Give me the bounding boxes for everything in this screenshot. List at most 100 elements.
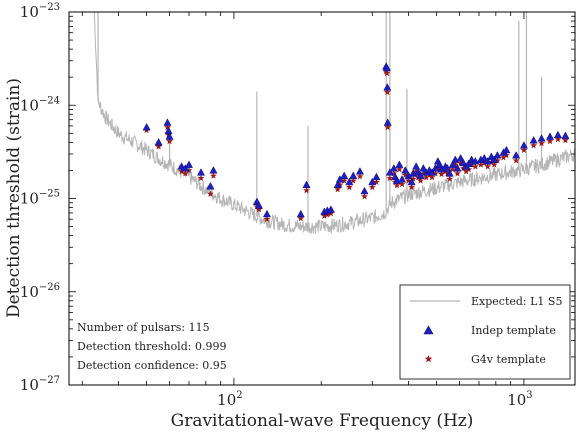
indep-point bbox=[453, 164, 462, 172]
g4v-point bbox=[484, 162, 492, 170]
indep-point bbox=[165, 132, 174, 140]
indep-point bbox=[456, 153, 465, 162]
g4v-point bbox=[422, 173, 430, 181]
g4v-point bbox=[368, 183, 376, 191]
indep-point bbox=[184, 160, 194, 168]
indep-point bbox=[383, 118, 392, 126]
indep-point bbox=[349, 171, 358, 179]
indep-point bbox=[382, 63, 391, 72]
indep-point bbox=[296, 209, 305, 218]
g4v-point bbox=[210, 172, 217, 179]
expected-curve-line bbox=[93, 12, 575, 235]
g4v-point bbox=[546, 137, 554, 145]
g4v-point bbox=[512, 156, 520, 164]
indep-point bbox=[398, 175, 407, 183]
annotation-block: Number of pulsars: 115 Detection thresho… bbox=[77, 321, 227, 372]
indep-point bbox=[561, 131, 570, 139]
g4v-point bbox=[384, 123, 392, 131]
g4v-point bbox=[457, 159, 465, 166]
indep-point bbox=[254, 201, 263, 209]
indep-point bbox=[395, 160, 404, 168]
indep-point bbox=[209, 166, 218, 174]
g4v-point bbox=[490, 161, 498, 168]
indep-point bbox=[355, 167, 364, 175]
y-tick-label: 10−24 bbox=[20, 95, 60, 114]
g4v-point bbox=[538, 139, 545, 147]
legend-label-indep: Indep template bbox=[471, 324, 556, 337]
legend-label-expected: Expected: L1 S5 bbox=[471, 295, 562, 308]
y-tick-label: 10−26 bbox=[20, 282, 60, 301]
g4v-point bbox=[345, 183, 353, 191]
indep-point bbox=[553, 130, 562, 139]
indep-point bbox=[537, 134, 546, 142]
g4v-point bbox=[297, 214, 305, 222]
g4v-point bbox=[408, 183, 416, 191]
plot-area bbox=[93, 12, 575, 235]
g4v-point bbox=[164, 123, 171, 131]
g4v-point bbox=[454, 169, 461, 177]
g4v-point bbox=[356, 172, 364, 180]
g4v-point bbox=[438, 170, 445, 178]
g4v-point bbox=[409, 175, 417, 182]
g4v-point bbox=[263, 215, 271, 223]
g4v-point bbox=[386, 174, 394, 182]
g4v-point bbox=[444, 169, 451, 177]
indep-point bbox=[483, 157, 492, 165]
indep-point bbox=[502, 145, 511, 154]
g4v-point bbox=[520, 146, 528, 154]
annotation-num-pulsars: Number of pulsars: 115 bbox=[77, 321, 210, 334]
g4v-point bbox=[471, 162, 479, 170]
y-tick-label: 10−27 bbox=[20, 375, 60, 394]
indep-point bbox=[490, 155, 499, 163]
g4v-point bbox=[561, 136, 569, 144]
legend-label-g4v: G4v template bbox=[471, 353, 546, 366]
indep-point bbox=[383, 83, 392, 91]
indep-point bbox=[529, 136, 538, 144]
g4v-point bbox=[431, 169, 439, 177]
indep-point bbox=[333, 180, 342, 188]
g4v-point bbox=[449, 165, 457, 173]
indep-point bbox=[493, 151, 502, 159]
indep-point bbox=[401, 166, 410, 174]
indep-point bbox=[512, 151, 521, 159]
g4v-point bbox=[554, 135, 562, 143]
g4v-point bbox=[349, 177, 357, 184]
indep-point bbox=[154, 138, 163, 146]
x-tick-label: 103 bbox=[507, 390, 532, 409]
indep-point bbox=[164, 126, 173, 135]
indep-point bbox=[326, 205, 335, 213]
indep-point bbox=[196, 168, 206, 176]
y-axis-label: Detection threshold (strain) bbox=[4, 78, 24, 318]
legend: Expected: L1 S5 Indep template G4v templ… bbox=[399, 284, 571, 380]
indep-point bbox=[340, 171, 349, 179]
legend-marker-indep bbox=[423, 325, 434, 335]
g4v-point bbox=[412, 167, 420, 175]
y-tick-label: 10−25 bbox=[20, 189, 60, 208]
indep-point bbox=[519, 141, 528, 149]
indep-point bbox=[262, 209, 271, 218]
g4v-point bbox=[393, 181, 401, 189]
g4v-point bbox=[334, 185, 342, 193]
indep-point bbox=[389, 164, 398, 172]
g4v-point bbox=[419, 169, 427, 177]
g4v-point bbox=[320, 212, 328, 219]
y-tick-label: 10−23 bbox=[20, 2, 60, 21]
g4v-point bbox=[477, 161, 485, 168]
legend-marker-g4v bbox=[424, 355, 433, 363]
g4v-point bbox=[395, 165, 403, 173]
g4v-point bbox=[405, 177, 412, 184]
g4v-point bbox=[361, 192, 368, 200]
indep-point bbox=[464, 159, 473, 167]
indep-point bbox=[431, 164, 440, 172]
indep-point bbox=[385, 168, 394, 176]
indep-point bbox=[142, 122, 151, 131]
g4v-point bbox=[401, 171, 409, 179]
g4v-point bbox=[462, 167, 470, 175]
g4v-point bbox=[383, 69, 391, 77]
indep-point bbox=[372, 172, 381, 181]
indep-point bbox=[448, 160, 457, 168]
marker-layer bbox=[142, 62, 570, 223]
g4v-point bbox=[398, 180, 406, 188]
g4v-point bbox=[530, 141, 538, 149]
